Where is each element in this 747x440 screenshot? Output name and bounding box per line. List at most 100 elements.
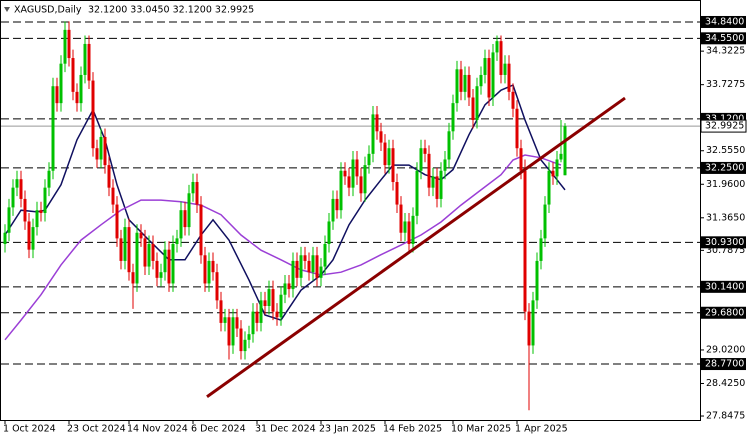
candle-body: [431, 176, 435, 188]
moving-average-line: [4, 84, 566, 321]
candle-body: [143, 238, 147, 267]
candle-body: [323, 244, 327, 267]
candle-body: [467, 74, 471, 98]
level-label: 32.2500: [705, 162, 744, 173]
candle-body: [287, 283, 291, 290]
candle-body: [471, 97, 475, 121]
candle-body: [79, 74, 83, 104]
candle-body: [231, 317, 235, 346]
candle-body: [267, 289, 271, 306]
candle-body: [139, 232, 143, 239]
candle-body: [219, 300, 223, 323]
current-price-box: [700, 119, 747, 133]
candle-body: [99, 136, 103, 160]
candle-body: [59, 63, 63, 104]
candle-body: [439, 170, 443, 199]
candle-body: [51, 86, 55, 171]
x-tick-label: 23 Oct 2024: [67, 424, 126, 435]
candle-body: [127, 227, 131, 273]
candle-body: [239, 328, 243, 352]
candle-body: [291, 260, 295, 290]
level-label: 30.9300: [705, 237, 744, 248]
y-tick-label: 30.7875: [706, 245, 745, 256]
level-label-box: [701, 358, 746, 371]
y-tick-label: 31.3650: [706, 212, 745, 223]
y-tick-label: 27.8475: [706, 411, 745, 422]
candle-body: [415, 170, 419, 216]
candle-body: [119, 238, 123, 261]
candle-body: [295, 260, 299, 278]
candle-body: [307, 260, 311, 273]
candle-body: [515, 108, 519, 149]
candle-body: [155, 260, 159, 278]
candle-body: [227, 317, 231, 346]
candle-body: [63, 29, 67, 64]
candle-body: [23, 198, 27, 222]
chart-title: XAGUSD,Daily: [14, 5, 82, 16]
candle-body: [351, 159, 355, 188]
candle-body: [67, 29, 71, 59]
candle-body: [387, 148, 391, 166]
candle-body: [75, 91, 79, 104]
candle-body: [279, 294, 283, 318]
candle-body: [39, 210, 43, 214]
candle-body: [539, 238, 543, 261]
candle-body: [499, 41, 503, 75]
candle-body: [271, 289, 275, 312]
candle-body: [403, 221, 407, 233]
candle-body: [251, 311, 255, 335]
candle-body: [527, 311, 531, 346]
candle-body: [551, 170, 555, 177]
candle-body: [27, 221, 31, 250]
candle-body: [243, 339, 247, 352]
candle-body: [111, 187, 115, 205]
candle-body: [103, 136, 107, 166]
x-tick-label: 23 Jan 2025: [319, 424, 376, 435]
symbol-icon: [4, 7, 10, 12]
candle-body: [411, 215, 415, 245]
level-label: 29.6800: [705, 307, 744, 318]
candle-body: [511, 91, 515, 109]
candle-body: [479, 74, 483, 87]
candle-body: [131, 272, 135, 284]
candle-body: [235, 317, 239, 329]
candle-body: [3, 232, 7, 245]
candle-body: [507, 63, 511, 92]
candle-body: [15, 179, 19, 188]
candle-body: [7, 207, 11, 233]
candle-body: [379, 131, 383, 143]
candle-body: [55, 86, 59, 104]
candle-body: [179, 210, 183, 239]
candle-body: [339, 170, 343, 211]
candle-body: [275, 311, 279, 318]
candle-body: [175, 238, 179, 245]
candle-body: [555, 159, 559, 177]
candle-body: [459, 69, 463, 92]
candle-body: [83, 43, 87, 75]
candle-body: [107, 165, 111, 188]
level-label-box: [701, 15, 746, 28]
current-price-label: 32.9925: [705, 121, 744, 132]
candle-body: [359, 176, 363, 194]
candle-body: [207, 260, 211, 284]
candle-body: [327, 221, 331, 245]
y-tick-label: 33.7275: [706, 79, 745, 90]
candle-body: [159, 272, 163, 278]
x-tick-label: 14 Nov 2024: [127, 424, 188, 435]
y-tick-label: 31.9600: [706, 179, 745, 190]
candle-body: [255, 311, 259, 323]
candle-body: [135, 232, 139, 284]
candle-body: [343, 170, 347, 177]
y-tick-label: 32.5550: [706, 145, 745, 156]
candle-body: [283, 283, 287, 295]
candle-body: [483, 58, 487, 75]
candle-body: [451, 103, 455, 132]
candle-body: [247, 334, 251, 340]
candle-body: [187, 193, 191, 228]
candle-body: [95, 148, 99, 160]
ohlc-header: 32.1200 33.0450 32.1200 32.9925: [88, 5, 254, 16]
candle-body: [547, 170, 551, 205]
candle-body: [523, 170, 527, 312]
candle-body: [19, 179, 23, 199]
